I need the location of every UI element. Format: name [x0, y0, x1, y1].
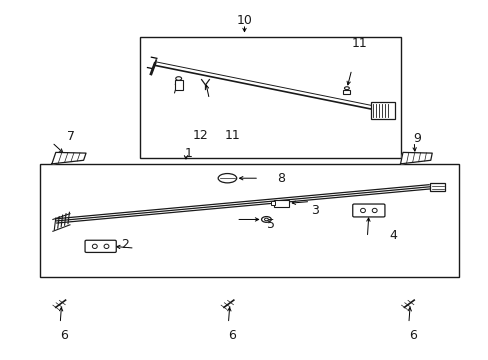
Ellipse shape: [264, 218, 268, 221]
Text: 6: 6: [408, 329, 416, 342]
Ellipse shape: [92, 244, 97, 248]
Text: 11: 11: [224, 129, 240, 142]
Ellipse shape: [218, 174, 236, 183]
Text: 3: 3: [311, 204, 319, 217]
Ellipse shape: [104, 244, 109, 248]
Bar: [370, 102, 394, 119]
Text: 6: 6: [228, 329, 236, 342]
Text: 9: 9: [413, 132, 421, 145]
Bar: [271, 201, 275, 205]
Text: 7: 7: [67, 130, 75, 144]
FancyBboxPatch shape: [85, 240, 116, 252]
Ellipse shape: [261, 217, 271, 222]
Text: 10: 10: [236, 14, 252, 27]
FancyBboxPatch shape: [352, 204, 384, 217]
Text: 6: 6: [60, 329, 68, 342]
Text: 11: 11: [350, 37, 366, 50]
Bar: [343, 90, 349, 94]
Polygon shape: [52, 152, 86, 164]
Bar: [384, 104, 387, 117]
Text: 5: 5: [267, 218, 275, 231]
Bar: [174, 80, 182, 90]
Bar: [140, 37, 400, 158]
Polygon shape: [400, 152, 431, 164]
Bar: [378, 104, 381, 117]
Text: 2: 2: [121, 238, 129, 251]
Ellipse shape: [344, 87, 348, 90]
Text: 4: 4: [388, 229, 396, 242]
Text: 1: 1: [184, 147, 192, 159]
Text: 8: 8: [277, 172, 285, 185]
Ellipse shape: [360, 208, 365, 213]
Ellipse shape: [175, 77, 181, 80]
Bar: [273, 200, 289, 207]
Ellipse shape: [371, 208, 376, 213]
Bar: [40, 164, 458, 277]
Text: 12: 12: [192, 129, 208, 142]
Bar: [429, 183, 445, 191]
Bar: [372, 104, 375, 117]
